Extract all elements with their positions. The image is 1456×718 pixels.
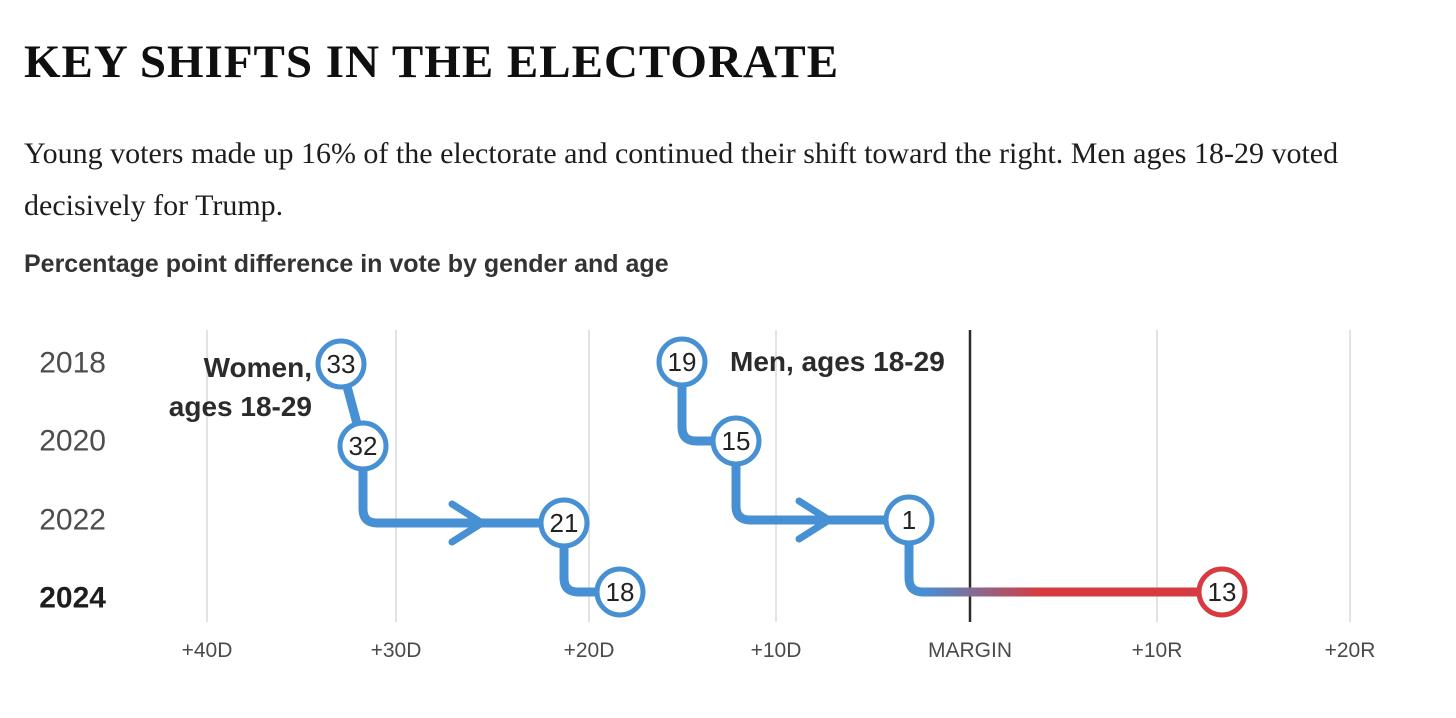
series-path — [559, 523, 620, 597]
data-point — [1196, 566, 1248, 618]
data-point-value: 33 — [327, 349, 356, 379]
data-point-value: 19 — [668, 347, 697, 377]
page-title: KEY SHIFTS IN THE ELECTORATE — [24, 36, 840, 89]
data-point — [538, 497, 590, 549]
data-point — [315, 338, 367, 390]
data-point — [710, 415, 762, 467]
data-point — [337, 420, 389, 472]
x-axis-label-MARGIN: MARGIN — [928, 639, 1012, 662]
data-point — [594, 566, 646, 618]
y-axis-label-2024: 2024 — [39, 582, 106, 615]
arrow-right-icon — [795, 497, 833, 543]
series-label: Women, — [204, 352, 312, 383]
data-point-value: 1 — [902, 505, 916, 535]
data-point-value: 15 — [722, 426, 751, 456]
arrow-right-icon — [448, 500, 486, 546]
series-label: ages 18-29 — [169, 391, 312, 422]
data-point — [656, 336, 708, 388]
x-axis-label-+10D: +10D — [751, 639, 802, 662]
x-axis-label-+30D: +30D — [371, 639, 422, 662]
x-axis-label-+20D: +20D — [564, 639, 615, 662]
y-axis-label-2018: 2018 — [39, 347, 106, 380]
data-point-value: 32 — [349, 431, 378, 461]
y-axis-label-2022: 2022 — [39, 504, 106, 537]
series-path — [358, 446, 564, 528]
data-point-value: 13 — [1208, 577, 1237, 607]
series-path — [904, 520, 1222, 597]
data-point-value: 21 — [550, 508, 579, 538]
x-axis-label-+10R: +10R — [1132, 639, 1183, 662]
series-label: Men, ages 18-29 — [730, 346, 945, 377]
series-path — [731, 441, 909, 525]
x-axis-label-+20R: +20R — [1325, 639, 1376, 662]
data-point — [883, 494, 935, 546]
y-axis-label-2020: 2020 — [39, 425, 106, 458]
chart-title: Percentage point difference in vote by g… — [24, 250, 669, 278]
data-point-value: 18 — [606, 577, 635, 607]
x-axis-label-+40D: +40D — [182, 639, 233, 662]
subtitle: Young voters made up 16% of the electora… — [24, 137, 1339, 222]
series-path — [677, 362, 736, 446]
